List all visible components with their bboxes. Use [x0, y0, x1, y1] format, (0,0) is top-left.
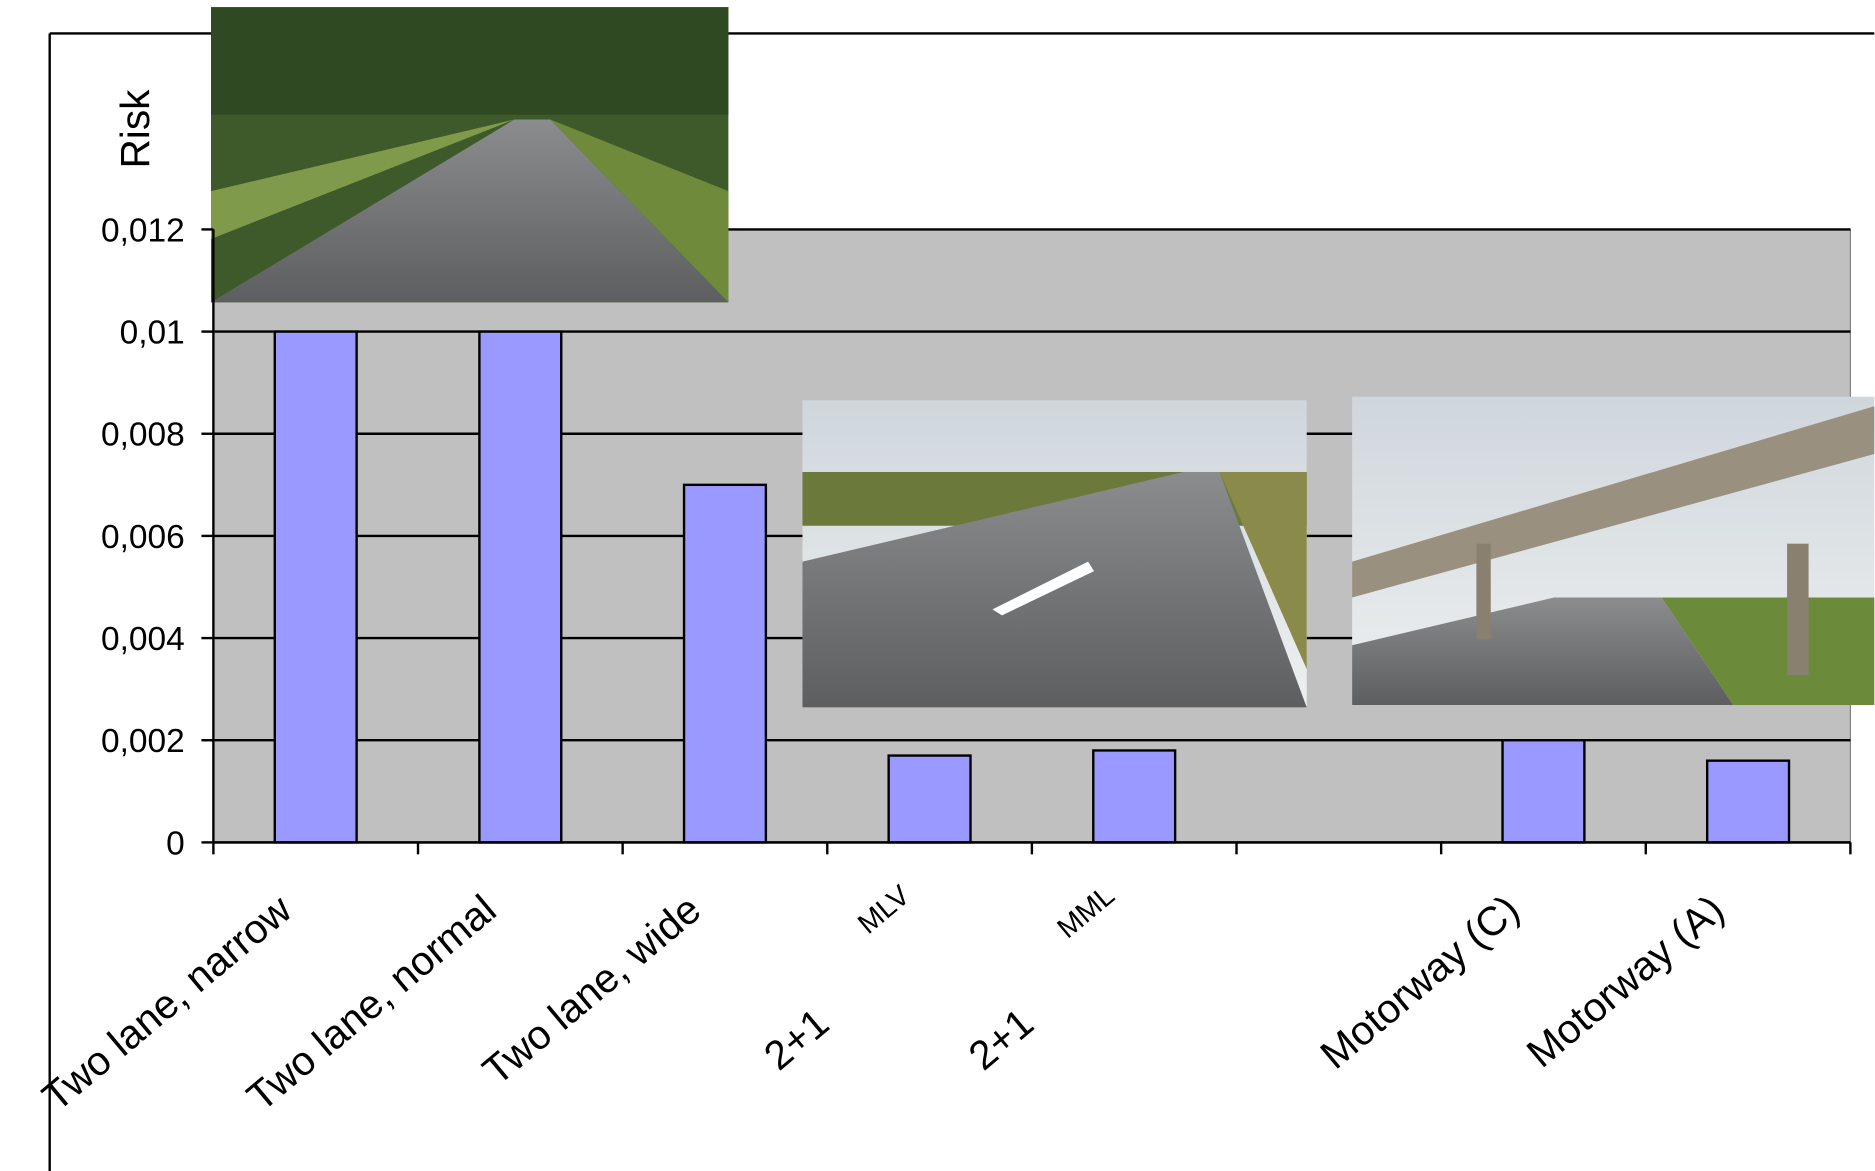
- x-tick-label: Motorway (A): [1518, 886, 1733, 1076]
- y-tick-label: 0,012: [101, 212, 185, 249]
- x-tick-label: 2+1: [960, 999, 1042, 1079]
- y-tick-label: 0,004: [101, 621, 185, 658]
- photo-two-lane: [211, 7, 729, 303]
- y-tick-label: 0,008: [101, 417, 185, 454]
- bar: [1705, 759, 1791, 844]
- bar: [478, 330, 563, 844]
- y-tick-label: 0,002: [101, 723, 185, 760]
- x-tick-label: Motorway (C): [1311, 886, 1527, 1078]
- y-axis-label: Risk: [112, 89, 158, 169]
- photo-2plus1: [802, 400, 1307, 708]
- bar: [273, 330, 358, 844]
- bar: [887, 754, 972, 844]
- y-tick-label: 0,006: [101, 519, 185, 556]
- y-tick-label: 0,01: [120, 315, 185, 352]
- x-tick-label: Two lane, wide: [474, 886, 709, 1094]
- bar: [682, 483, 768, 844]
- y-tick-label: 0: [166, 825, 185, 862]
- bars: [273, 330, 1791, 844]
- bar: [1501, 739, 1586, 844]
- x-tick-label: 2+1: [755, 999, 837, 1079]
- bar: [1092, 749, 1177, 844]
- x-tick-sublabel: MLV: [852, 879, 916, 940]
- x-tick-sublabel: MML: [1051, 879, 1120, 944]
- photo-motorway: [1352, 396, 1875, 705]
